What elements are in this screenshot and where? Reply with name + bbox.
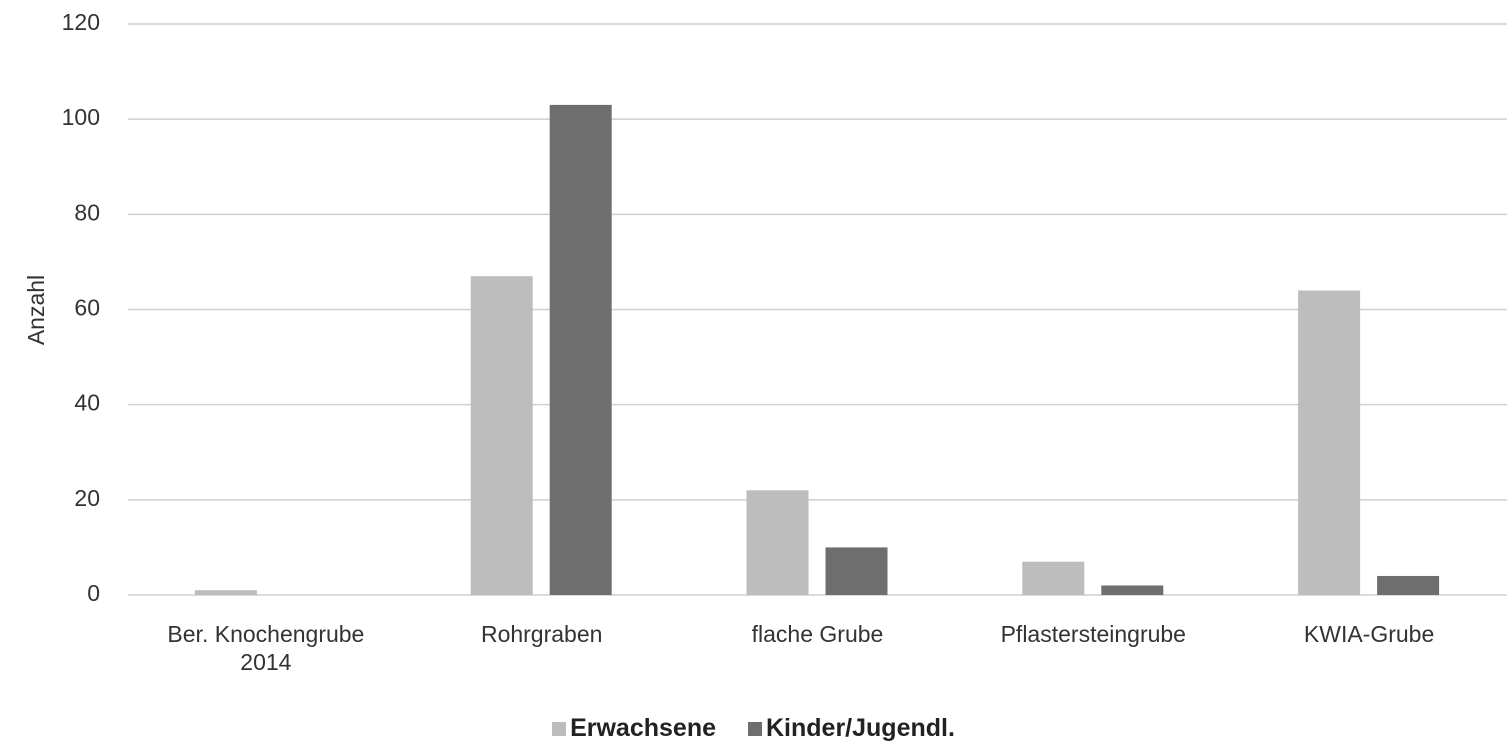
legend-swatch (552, 721, 567, 736)
y-tick-label: 100 (62, 104, 100, 130)
y-axis-label: Anzahl (23, 275, 49, 345)
y-tick-label: 40 (74, 390, 100, 416)
bar (549, 104, 612, 596)
legend-label: Kinder/Jugendl. (766, 714, 955, 742)
bar (470, 276, 533, 595)
bar (1022, 561, 1085, 595)
bar (1298, 290, 1361, 595)
y-tick-label: 80 (74, 199, 100, 225)
x-tick-label: Ber. Knochengrube 2014 (167, 621, 365, 675)
legend: Erwachsene Kinder/Jugendl. (0, 714, 1507, 743)
legend-item: Erwachsene (552, 714, 716, 743)
y-tick-label: 120 (62, 9, 100, 35)
x-tick-label: Pflastersteingrube (1000, 621, 1186, 647)
y-tick-label: 0 (87, 580, 100, 606)
y-tick-label: 20 (74, 485, 100, 511)
x-tick-label: flache Grube (751, 621, 884, 647)
legend-item: Kinder/Jugendl. (748, 714, 955, 743)
legend-label: Erwachsene (570, 714, 716, 742)
legend-swatch (748, 721, 762, 736)
bar (1377, 575, 1440, 595)
bar (746, 490, 809, 595)
bar (194, 590, 257, 595)
bar (825, 547, 888, 595)
x-tick-label: Rohrgraben (480, 621, 603, 647)
bar (1101, 585, 1164, 595)
y-tick-label: 60 (74, 295, 100, 321)
x-tick-label: KWIA-Grube (1303, 621, 1435, 647)
